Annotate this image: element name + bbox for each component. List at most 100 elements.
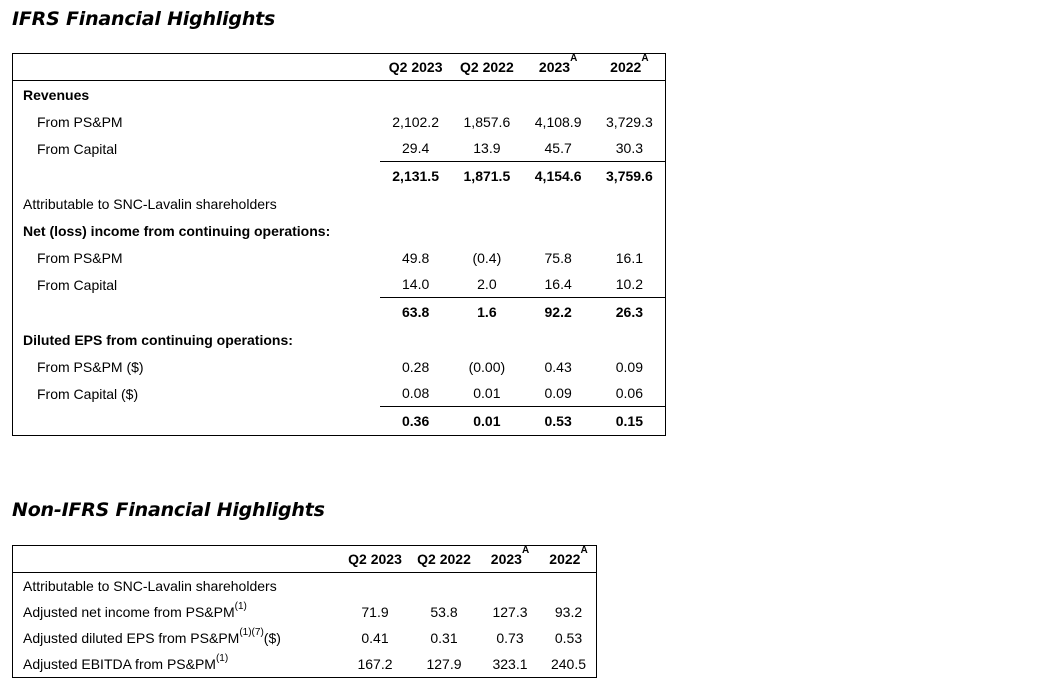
value-cell: 14.0	[402, 276, 430, 292]
ifrs-table-header-row: Q2 2023 Q2 2022 2023A 2022A	[13, 54, 665, 81]
row-label-suffix: ($)	[263, 630, 281, 646]
row-values	[380, 326, 665, 353]
column-header: Q2 2022	[451, 59, 522, 75]
table-row: From PS&PM ($) 0.28 (0.00) 0.43 0.09	[13, 353, 665, 380]
non-ifrs-section-title: Non-IFRS Financial Highlights	[12, 499, 325, 521]
value-cell: 127.3	[492, 604, 528, 620]
value-cell: 29.4	[402, 140, 430, 156]
row-label-text: Attributable to SNC-Lavalin shareholders	[23, 578, 277, 594]
value-cell: 3,759.6	[606, 168, 653, 184]
table-row: Attributable to SNC-Lavalin shareholders	[13, 573, 596, 599]
value-cell: 0.01	[473, 385, 501, 401]
value-cell: 0.28	[402, 358, 430, 375]
row-label-text: Net (loss) income from continuing operat…	[23, 222, 331, 239]
table-row: From PS&PM 49.8 (0.4) 75.8 16.1	[13, 244, 665, 271]
row-values: 0.36 0.01 0.53 0.15	[380, 407, 665, 435]
table-row: Adjusted net income from PS&PM (1) 71.9 53.…	[13, 599, 596, 625]
column-header-text: 2023	[538, 59, 571, 75]
row-values: 167.2 127.9 323.1 240.5	[341, 651, 596, 677]
row-label-text: Diluted EPS from continuing operations:	[23, 331, 293, 348]
value-cell: 13.9	[473, 140, 501, 156]
table-row: Diluted EPS from continuing operations:	[13, 326, 665, 353]
row-label: Diluted EPS from continuing operations:	[13, 326, 380, 353]
table-row: From Capital 14.0 2.0 16.4 10.2	[13, 271, 665, 298]
value-cell: 93.2	[554, 604, 583, 620]
column-header: Q2 2023	[380, 59, 451, 75]
value-cell: 2,102.2	[392, 113, 439, 130]
table-row: Net (loss) income from continuing operat…	[13, 217, 665, 244]
column-header-text: Q2 2023	[348, 551, 402, 567]
value-cell: 0.36	[402, 413, 430, 429]
column-header-superscript: A	[641, 53, 649, 65]
row-values	[341, 573, 596, 599]
column-header: 2023A	[523, 54, 594, 75]
value-cell: 4,108.9	[534, 113, 582, 130]
header-spacer	[13, 546, 341, 572]
row-values: 2,131.5 1,871.5 4,154.6 3,759.6	[380, 162, 665, 190]
column-header-text: 2022	[549, 551, 581, 567]
row-label-text: Attributable to SNC-Lavalin shareholders	[23, 195, 277, 212]
value-cell: 0.08	[402, 385, 430, 401]
column-header: 2023A	[479, 546, 541, 567]
column-header-text: Q2 2023	[388, 59, 443, 75]
row-label-text: From Capital	[37, 140, 118, 157]
row-label: Adjusted diluted EPS from PS&PM (1)(7) ($…	[23, 627, 281, 647]
ifrs-table-body: Revenues From PS&PM 2,102.2 1,857.6 4,108.9 3…	[13, 81, 665, 435]
value-cell: 0.09	[615, 358, 643, 375]
column-header-superscript: A	[521, 545, 530, 557]
value-cell: 2,131.5	[392, 168, 439, 184]
value-cell: 0.73	[496, 630, 524, 646]
value-cell: 92.2	[544, 304, 572, 320]
row-label: From Capital	[13, 271, 380, 298]
value-cell: 0.06	[615, 385, 643, 401]
row-values: 14.0 2.0 16.4 10.2	[380, 271, 665, 298]
header-columns: Q2 2023 Q2 2022 2023A 2022A	[341, 546, 596, 572]
row-values: 0.28 (0.00) 0.43 0.09	[380, 353, 665, 380]
value-cell: 0.15	[615, 413, 643, 429]
row-label: From Capital ($)	[13, 380, 380, 407]
table-row: 63.8 1.6 92.2 26.3	[13, 298, 665, 326]
row-values: 0.08 0.01 0.09 0.06	[380, 380, 665, 407]
header-spacer	[13, 54, 380, 80]
value-cell: 0.53	[544, 413, 572, 429]
value-cell: 0.01	[473, 413, 501, 429]
table-row: From PS&PM 2,102.2 1,857.6 4,108.9 3,729.3	[13, 108, 665, 135]
table-row: From Capital ($) 0.08 0.01 0.09 0.06	[13, 380, 665, 407]
non-ifrs-table-body: Attributable to SNC-Lavalin shareholders…	[13, 573, 596, 677]
row-values: 0.41 0.31 0.73 0.53	[341, 625, 596, 651]
row-values: 63.8 1.6 92.2 26.3	[380, 298, 665, 326]
row-label: From Capital	[13, 135, 380, 162]
value-cell: 3,729.3	[606, 113, 653, 130]
non-ifrs-table-header-row: Q2 2023 Q2 2022 2023A 2022A	[13, 546, 596, 573]
table-row: 2,131.5 1,871.5 4,154.6 3,759.6	[13, 162, 665, 190]
column-header: 2022A	[594, 54, 665, 75]
table-row: Attributable to SNC-Lavalin shareholders	[13, 190, 665, 217]
row-label-text: Adjusted net income from PS&PM	[23, 604, 235, 620]
row-label-text: Adjusted diluted EPS from PS&PM	[23, 630, 240, 646]
row-label	[13, 162, 380, 190]
table-row: From Capital 29.4 13.9 45.7 30.3	[13, 135, 665, 162]
row-label: Adjusted EBITDA from PS&PM (1)	[23, 653, 229, 673]
row-label-text: Revenues	[23, 86, 90, 103]
table-row: Adjusted EBITDA from PS&PM (1) 167.2 127.9 3…	[13, 651, 596, 677]
row-label: Attributable to SNC-Lavalin shareholders	[13, 573, 341, 599]
non-ifrs-table: Q2 2023 Q2 2022 2023A 2022A Attributable to…	[12, 545, 597, 678]
value-cell: 127.9	[426, 656, 462, 672]
row-label-text: From PS&PM	[37, 113, 123, 130]
value-cell: 63.8	[402, 304, 430, 320]
row-label	[13, 407, 380, 435]
header-columns: Q2 2023 Q2 2022 2023A 2022A	[380, 54, 665, 80]
table-row: Revenues	[13, 81, 665, 108]
row-label-text: From PS&PM ($)	[37, 358, 144, 375]
value-cell: 16.1	[615, 249, 643, 266]
row-values	[380, 217, 665, 244]
row-label: Adjusted net income from PS&PM (1)	[23, 601, 247, 621]
row-label: From PS&PM	[13, 108, 380, 135]
table-row: Adjusted diluted EPS from PS&PM (1)(7) ($…	[13, 625, 596, 651]
ifrs-section-title: IFRS Financial Highlights	[12, 8, 276, 30]
value-cell: (0.4)	[472, 249, 502, 266]
column-header-superscript: A	[570, 53, 578, 65]
value-cell: 0.41	[361, 630, 389, 646]
table-row: 0.36 0.01 0.53 0.15	[13, 407, 665, 435]
value-cell: (0.00)	[468, 358, 506, 375]
